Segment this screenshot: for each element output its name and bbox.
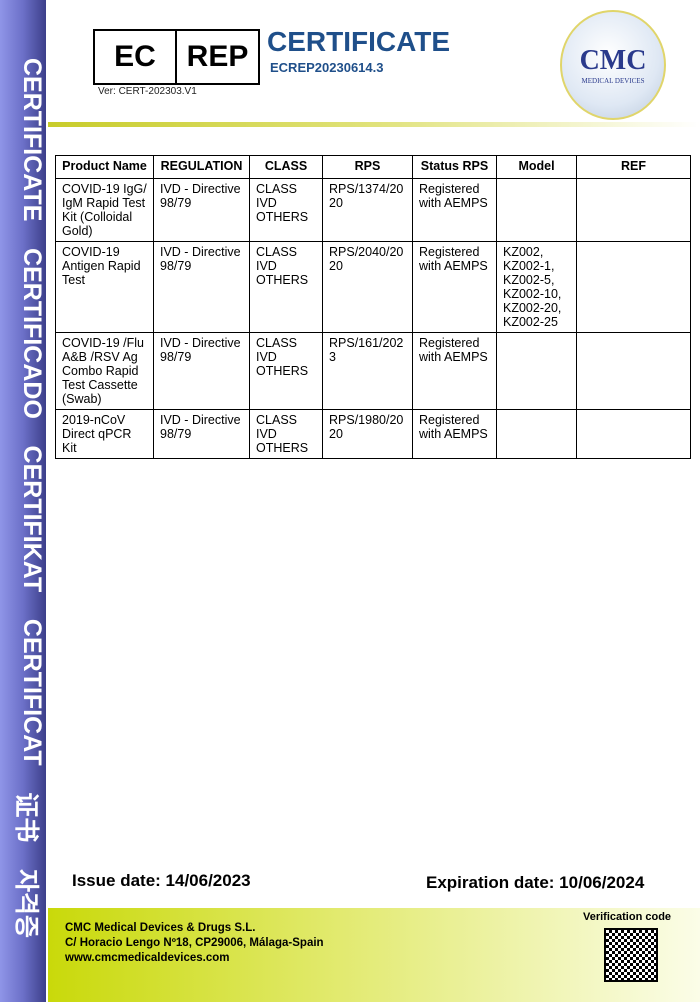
address-line: C/ Horacio Lengo Nº18, CP29006, Málaga-S… [65,937,324,949]
table-cell: COVID-19 IgG/ IgM Rapid Test Kit (Colloi… [55,178,154,242]
table-cell: IVD - Directive 98/79 [153,178,250,242]
cmc-logo: CMC MEDICAL DEVICES [560,10,666,120]
table-cell [576,409,691,459]
column-header: REGULATION [153,155,250,179]
table-header: Product Name REGULATION CLASS RPS Status RPS… [55,155,691,179]
sidebar-word: CERTIFICAT [18,618,46,766]
certificate-code: ECREP20230614.3 [270,60,384,75]
table-cell: RPS/1374/2020 [322,178,413,242]
table-cell: Registered with AEMPS [412,332,497,410]
company-name: CMC Medical Devices & Drugs S.L. [65,922,256,934]
version-label: Ver: CERT-202303.V1 [98,86,197,97]
page-title: CERTIFICATE [267,26,451,57]
rep-label: REP [186,40,249,73]
table-cell [496,332,577,410]
table-cell [576,241,691,333]
table-cell: Registered with AEMPS [412,241,497,333]
table-row: 2019-nCoV Direct qPCR Kit IVD - Directive… [55,409,691,459]
table-cell: RPS/1980/2020 [322,409,413,459]
products-table: Product Name REGULATION CLASS RPS Status RPS… [55,155,691,459]
sidebar-banner: CERTIFICATE CERTIFICADO CERTIFIKAT CERTI… [0,0,46,1002]
table-cell [496,178,577,242]
table-cell: CLASS IVD OTHERS [249,409,323,459]
ec-rep-symbol: EC REP [93,29,260,85]
column-header: CLASS [249,155,323,179]
table-cell: Registered with AEMPS [412,409,497,459]
column-header: Status RPS [412,155,497,179]
table-cell: 2019-nCoV Direct qPCR Kit [55,409,154,459]
sidebar-word: CERTIFIKAT [18,445,46,593]
sidebar-words: CERTIFICATE CERTIFICADO CERTIFIKAT CERTI… [10,58,46,938]
column-header: REF [576,155,691,179]
table-cell [576,332,691,410]
table-row: COVID-19 Antigen Rapid Test IVD - Directi… [55,241,691,333]
table-cell: RPS/161/2023 [322,332,413,410]
column-header: Model [496,155,577,179]
table-cell: CLASS IVD OTHERS [249,178,323,242]
header-divider [48,122,700,127]
table-cell: CLASS IVD OTHERS [249,332,323,410]
table-row: COVID-19 IgG/ IgM Rapid Test Kit (Colloi… [55,178,691,242]
qr-code-icon[interactable] [604,928,658,982]
table-cell [576,178,691,242]
expiration-date: Expiration date: 10/06/2024 [426,873,645,892]
issue-date: Issue date: 14/06/2023 [72,871,251,890]
sidebar-word: 证书 [12,792,40,843]
logo-text: CMC [579,45,647,76]
table-cell: COVID-19 /Flu A&B /RSV Ag Combo Rapid Te… [55,332,154,410]
table-cell: COVID-19 Antigen Rapid Test [55,241,154,333]
table-cell: Registered with AEMPS [412,178,497,242]
table-cell [496,409,577,459]
logo-subtext: MEDICAL DEVICES [581,77,645,85]
table-cell: RPS/2040/2020 [322,241,413,333]
sidebar-word: CERTIFICADO [18,248,46,419]
table-cell: IVD - Directive 98/79 [153,241,250,333]
sidebar-word: CERTIFICATE [18,58,46,222]
sidebar-word: 자격증 [12,868,40,938]
column-header: RPS [322,155,413,179]
company-address: CMC Medical Devices & Drugs S.L. C/ Hora… [65,921,324,966]
verification-label: Verification code [583,911,672,923]
ec-label: EC [95,31,177,83]
footer-band [48,908,700,1002]
column-header: Product Name [55,155,154,179]
table-row: COVID-19 /Flu A&B /RSV Ag Combo Rapid Te… [55,332,691,410]
table-cell: IVD - Directive 98/79 [153,332,250,410]
table-cell: IVD - Directive 98/79 [153,409,250,459]
table-cell: KZ002, KZ002-1, KZ002-5, KZ002-10, KZ002… [496,241,577,333]
website-link[interactable]: www.cmcmedicaldevices.com [65,952,230,964]
table-cell: CLASS IVD OTHERS [249,241,323,333]
